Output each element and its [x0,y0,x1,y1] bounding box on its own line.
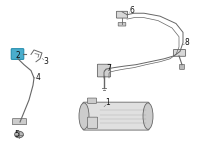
Text: 6: 6 [130,6,134,15]
FancyBboxPatch shape [83,102,149,130]
Text: 7: 7 [107,64,111,73]
FancyBboxPatch shape [116,11,128,18]
Text: 1: 1 [106,98,110,107]
Ellipse shape [79,103,89,129]
FancyBboxPatch shape [97,64,111,77]
FancyBboxPatch shape [173,50,186,56]
Text: 2: 2 [16,51,20,60]
Circle shape [15,131,23,138]
Text: 4: 4 [36,73,40,82]
Text: 3: 3 [44,57,48,66]
FancyBboxPatch shape [180,64,184,69]
FancyBboxPatch shape [87,117,98,128]
FancyBboxPatch shape [118,22,126,26]
Text: 8: 8 [185,38,189,47]
Text: 5: 5 [15,130,19,139]
FancyBboxPatch shape [12,119,27,125]
FancyBboxPatch shape [11,49,24,59]
FancyBboxPatch shape [87,98,97,103]
Ellipse shape [143,103,153,129]
